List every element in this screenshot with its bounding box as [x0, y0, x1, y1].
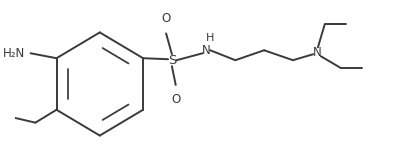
Text: H: H [206, 33, 214, 43]
Text: O: O [171, 93, 180, 106]
Text: N: N [202, 44, 211, 57]
Text: H₂N: H₂N [2, 47, 25, 60]
Text: S: S [168, 54, 176, 67]
Text: N: N [313, 46, 322, 59]
Text: O: O [162, 12, 171, 26]
